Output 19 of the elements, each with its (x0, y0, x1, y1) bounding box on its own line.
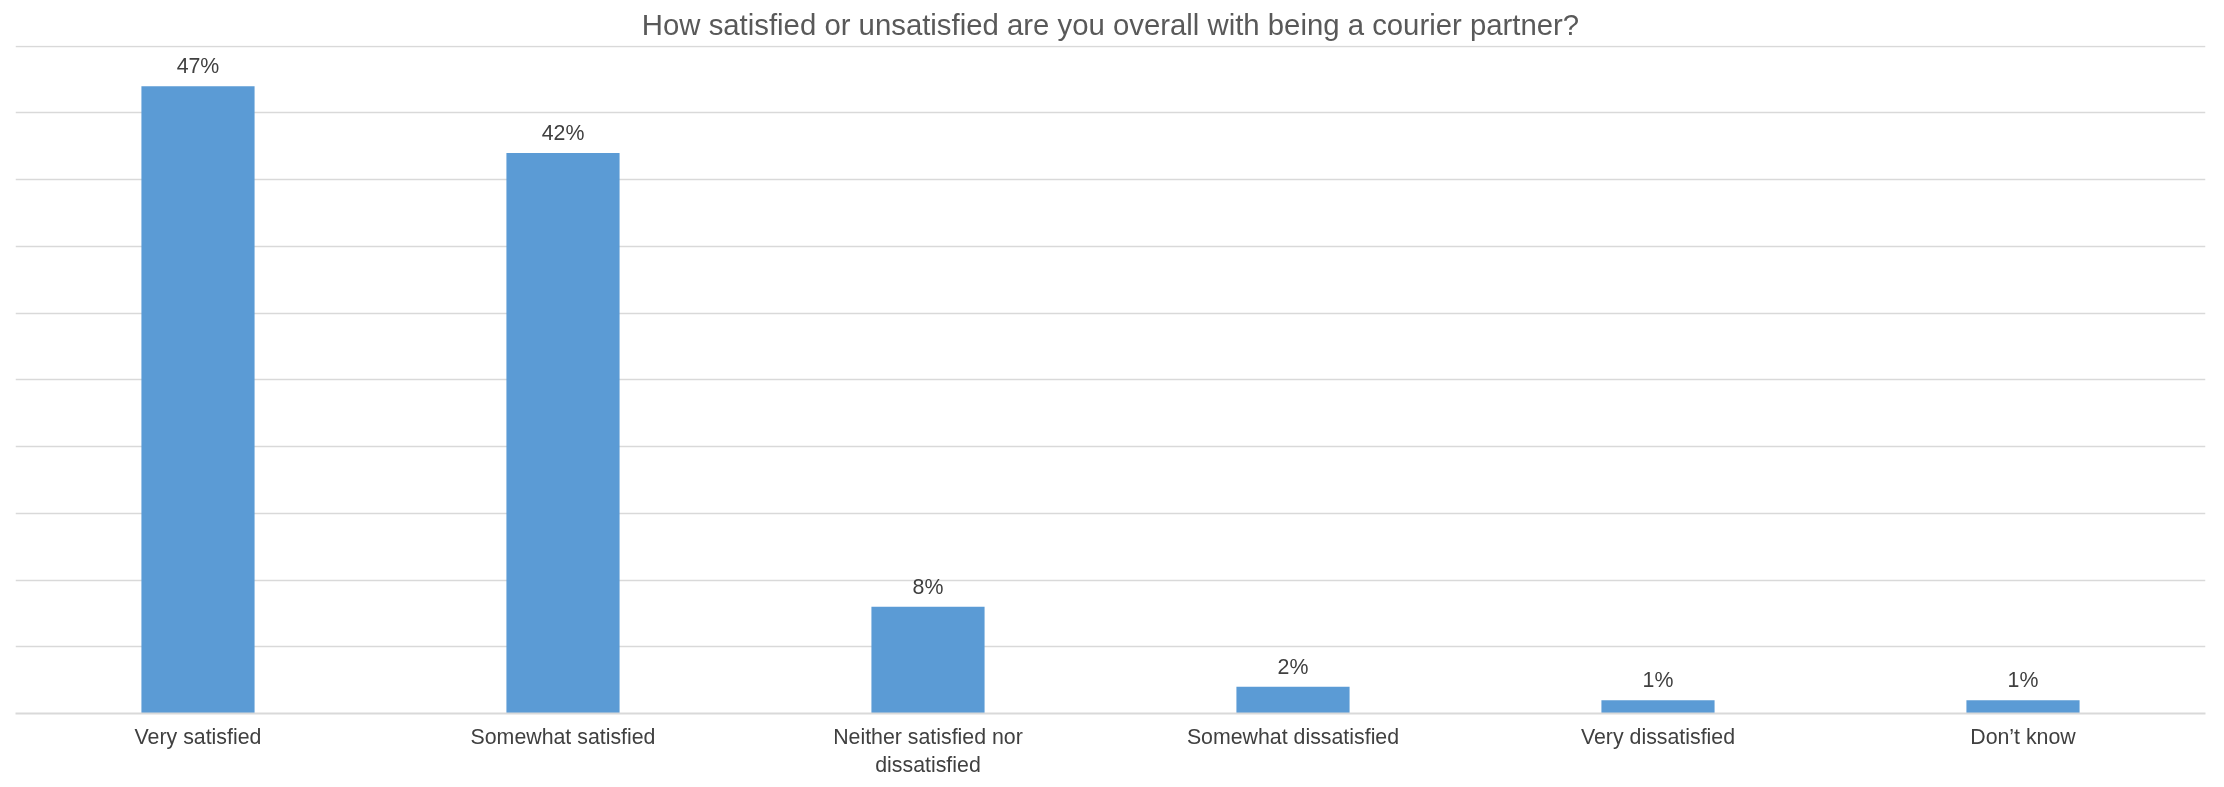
x-tick-label: Somewhat satisfied (470, 724, 656, 749)
bar (506, 153, 620, 714)
x-tick-label: Somewhat dissatisfied (1186, 724, 1400, 749)
x-tick-label: Very satisfied (134, 724, 262, 749)
x-tick-label: Very dissatisfied (1580, 724, 1736, 749)
data-label: 1% (1642, 668, 1674, 693)
data-label: 42% (541, 121, 585, 145)
bar (871, 606, 985, 714)
bar (1236, 686, 1350, 714)
bar (141, 86, 255, 714)
bar (1601, 700, 1715, 714)
bar (1966, 700, 2080, 714)
x-tick-label: Neither satisfied nor dissatisfied (833, 724, 1023, 778)
data-label: 47% (176, 54, 220, 79)
data-label: 8% (912, 574, 944, 599)
data-label: 2% (1277, 654, 1309, 679)
data-label: 1% (2007, 668, 2039, 693)
chart-title: How satisfied or unsatisfied are you overall with being a courier partner? (641, 7, 1580, 41)
x-tick-label: Don’t know (1970, 724, 2077, 749)
